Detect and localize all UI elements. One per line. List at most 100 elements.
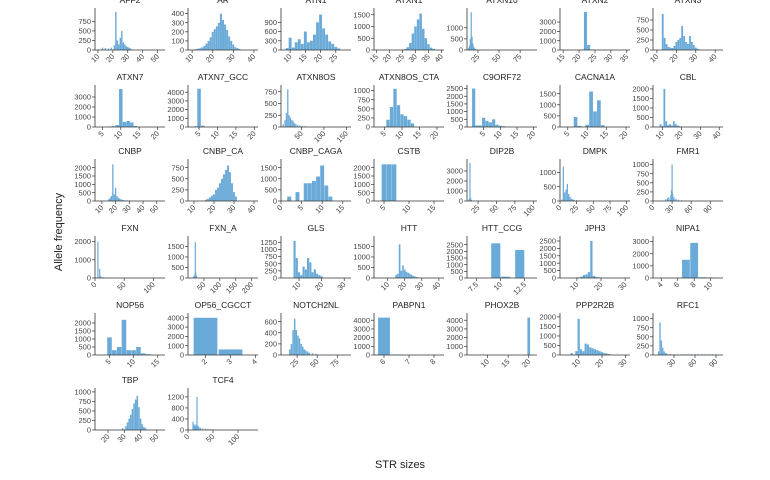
histogram-bar — [295, 258, 298, 278]
x-tick-label: 5 — [296, 203, 305, 212]
x-tick-label: 10 — [112, 129, 124, 141]
x-tick-label: 10 — [209, 129, 221, 141]
histogram-bar — [115, 125, 119, 127]
y-tick-label: 0 — [87, 123, 91, 132]
y-tick-label: 750 — [636, 323, 649, 332]
x-tick-label: 15 — [508, 129, 520, 141]
histogram-bar — [469, 163, 471, 201]
histogram-bar — [195, 274, 197, 278]
y-tick-label: 0 — [366, 351, 370, 360]
x-tick-label: 5 — [379, 129, 388, 138]
x-tick-label: 15 — [554, 52, 566, 64]
histogram-bar — [677, 40, 680, 50]
histogram-bar — [107, 337, 112, 355]
histogram-bar — [196, 396, 198, 430]
histogram-bar — [674, 124, 677, 127]
histogram-bar — [485, 120, 489, 127]
histogram-bar — [114, 187, 117, 201]
x-tick-label: 40 — [132, 432, 144, 444]
x-tick-label: 25 — [469, 52, 481, 64]
histogram-bar — [473, 46, 475, 50]
histogram-bar — [303, 31, 307, 50]
y-tick-label: 2500 — [539, 237, 556, 246]
histogram-bar — [482, 117, 486, 127]
y-tick-label: 0 — [645, 351, 649, 360]
histogram-bar — [515, 250, 525, 278]
x-tick-label: 10 — [578, 129, 590, 141]
x-tick-label: 25 — [586, 52, 598, 64]
x-tick-label: 10 — [281, 52, 293, 64]
histogram-bar — [409, 273, 411, 278]
facet-panel: 0 250 500 750 10 20 30 40 CNBP_CA — [171, 146, 258, 215]
histogram-bar — [141, 424, 143, 430]
histogram-bar — [136, 347, 141, 355]
x-tick-label: 50 — [195, 280, 207, 292]
histogram-bar — [290, 343, 293, 355]
histogram-bar — [316, 273, 319, 278]
x-tick-label: 15 — [296, 52, 308, 64]
x-tick-label: 100 — [615, 203, 630, 218]
x-tick-label: 15 — [130, 129, 142, 141]
histogram-bar — [605, 353, 608, 355]
histogram-bar — [657, 351, 660, 355]
histogram-bar — [121, 428, 124, 430]
histogram-bar — [491, 243, 501, 278]
histogram-bar — [596, 350, 599, 355]
x-tick-label: 20 — [149, 129, 161, 141]
histogram-bar — [678, 126, 681, 127]
x-tick-label: 50 — [204, 432, 216, 444]
histogram-bar — [303, 349, 306, 355]
y-tick-label: 500 — [171, 174, 184, 183]
y-tick-label: 1000 — [167, 114, 184, 123]
histogram-bar — [288, 115, 290, 127]
y-tick-label: 2000 — [74, 103, 91, 112]
histogram-bar — [209, 429, 212, 430]
histogram-bar — [320, 165, 325, 201]
y-tick-label: 1000 — [446, 23, 463, 32]
x-tick-label: 150 — [335, 129, 350, 144]
histogram-bar — [200, 125, 205, 127]
histogram-bar — [669, 124, 671, 127]
x-tick-label: 20 — [381, 52, 393, 64]
y-tick-label: 1000 — [74, 335, 91, 344]
y-tick-label: 400 — [264, 328, 277, 337]
histogram-bar — [665, 199, 667, 201]
x-tick-label: 20 — [396, 280, 408, 292]
histogram-bar — [331, 43, 335, 50]
y-tick-label: 2000 — [167, 105, 184, 114]
y-tick-label: 0 — [645, 46, 649, 55]
histogram-bar — [223, 174, 225, 201]
x-tick-label: 5 — [378, 203, 387, 212]
histogram-bar — [402, 265, 404, 278]
histogram-bar — [570, 353, 573, 355]
histogram-bar — [199, 48, 202, 50]
y-tick-label: 500 — [264, 99, 277, 108]
histogram-bar — [582, 351, 585, 355]
histogram-bar — [432, 48, 435, 50]
y-tick-label: 500 — [543, 341, 556, 350]
histogram-bar — [289, 349, 291, 355]
x-tick-label: 0 — [647, 203, 656, 212]
histogram-bar — [194, 242, 196, 278]
histogram-bar — [590, 240, 593, 278]
histogram-bar — [429, 47, 433, 50]
histogram-bar — [121, 30, 123, 50]
histogram-bar — [661, 14, 664, 50]
histogram-bar — [577, 125, 582, 127]
histogram-bar — [215, 189, 217, 201]
histogram-bar — [198, 427, 200, 430]
histogram-bar — [669, 47, 672, 50]
x-tick-label: 20 — [107, 203, 119, 215]
histogram-bar — [287, 89, 289, 127]
histogram-bar — [119, 37, 122, 50]
y-tick-label: 500 — [264, 185, 277, 194]
histogram-bar — [112, 350, 117, 355]
x-tick-label: 6 — [672, 280, 681, 289]
histogram-bar — [298, 338, 301, 355]
y-tick-label: 2000 — [353, 163, 370, 172]
